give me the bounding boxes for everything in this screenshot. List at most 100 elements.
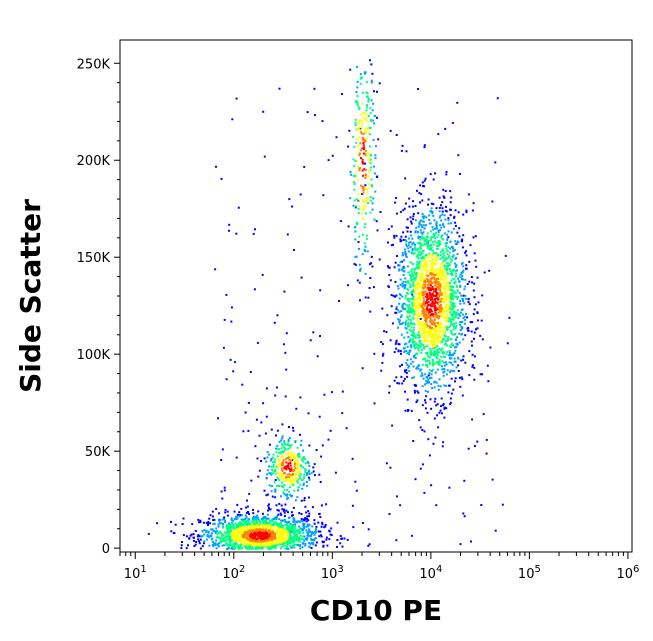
- event-point: [197, 534, 200, 537]
- event-point: [418, 294, 421, 297]
- event-point: [407, 281, 410, 284]
- event-point: [438, 216, 441, 219]
- event-point: [411, 290, 414, 293]
- event-point: [288, 198, 291, 201]
- event-point: [280, 450, 283, 453]
- event-point: [276, 314, 279, 317]
- event-point: [320, 535, 323, 538]
- event-point: [278, 451, 281, 454]
- event-point: [397, 349, 400, 352]
- event-point: [293, 519, 296, 522]
- event-point: [398, 319, 401, 322]
- event-point: [429, 287, 432, 290]
- event-point: [414, 248, 417, 251]
- event-point: [470, 330, 473, 333]
- event-point: [453, 360, 456, 363]
- event-point: [418, 299, 421, 302]
- event-point: [420, 314, 423, 317]
- event-point: [465, 250, 467, 253]
- event-point: [390, 294, 393, 297]
- event-point: [425, 379, 428, 382]
- event-point: [248, 539, 251, 542]
- event-point: [297, 486, 300, 489]
- event-point: [287, 466, 290, 469]
- event-point: [212, 523, 215, 526]
- event-point: [308, 529, 311, 532]
- event-point: [368, 543, 371, 546]
- event-point: [213, 522, 216, 525]
- event-point: [287, 479, 290, 482]
- event-point: [452, 307, 455, 310]
- event-point: [424, 295, 427, 298]
- y-tick-label: 250K: [77, 57, 111, 72]
- event-point: [255, 517, 258, 520]
- event-point: [444, 127, 447, 130]
- event-point: [281, 445, 284, 448]
- event-point: [285, 532, 288, 535]
- event-point: [252, 542, 255, 545]
- event-point: [425, 360, 427, 363]
- event-point: [368, 126, 371, 129]
- event-point: [216, 530, 218, 533]
- event-point: [402, 269, 405, 272]
- event-point: [421, 364, 424, 366]
- event-point: [270, 428, 273, 431]
- event-point: [269, 508, 272, 511]
- event-point: [439, 385, 442, 388]
- event-point: [309, 339, 312, 342]
- event-point: [355, 489, 358, 492]
- event-point: [269, 530, 272, 533]
- event-point: [352, 204, 355, 207]
- event-point: [458, 292, 461, 295]
- event-point: [263, 489, 266, 492]
- event-point: [282, 343, 285, 346]
- event-point: [430, 308, 432, 311]
- event-point: [268, 533, 271, 536]
- event-point: [466, 316, 469, 319]
- event-point: [293, 461, 296, 464]
- event-point: [211, 510, 214, 513]
- event-point: [423, 267, 426, 270]
- event-point: [297, 540, 300, 543]
- event-point: [288, 478, 290, 481]
- event-point: [431, 298, 434, 301]
- event-point: [408, 314, 411, 317]
- event-point: [430, 294, 433, 297]
- event-point: [434, 380, 437, 383]
- event-point: [445, 297, 448, 300]
- event-point: [212, 541, 215, 543]
- event-point: [419, 467, 422, 470]
- event-point: [408, 244, 410, 247]
- event-point: [237, 524, 240, 527]
- event-point: [401, 251, 404, 254]
- event-point: [432, 203, 435, 206]
- event-point: [255, 539, 258, 542]
- event-point: [426, 296, 429, 299]
- event-point: [419, 272, 422, 275]
- event-point: [464, 251, 467, 254]
- event-point: [419, 426, 422, 429]
- event-point: [312, 466, 315, 469]
- event-point: [268, 508, 271, 511]
- event-point: [445, 315, 448, 318]
- event-point: [330, 391, 333, 394]
- event-point: [437, 241, 440, 244]
- event-point: [307, 496, 310, 499]
- event-point: [216, 543, 219, 546]
- event-point: [442, 374, 445, 377]
- event-point: [462, 278, 465, 281]
- event-point: [247, 530, 250, 533]
- event-point: [411, 205, 414, 208]
- event-point: [417, 346, 420, 349]
- event-point: [286, 528, 289, 531]
- event-point: [421, 220, 424, 223]
- event-point: [277, 539, 280, 542]
- event-point: [405, 240, 408, 243]
- event-point: [405, 327, 408, 330]
- event-point: [366, 95, 368, 98]
- event-point: [290, 546, 293, 549]
- event-point: [299, 534, 302, 537]
- event-point: [414, 267, 417, 270]
- event-point: [282, 544, 285, 547]
- event-point: [244, 534, 246, 537]
